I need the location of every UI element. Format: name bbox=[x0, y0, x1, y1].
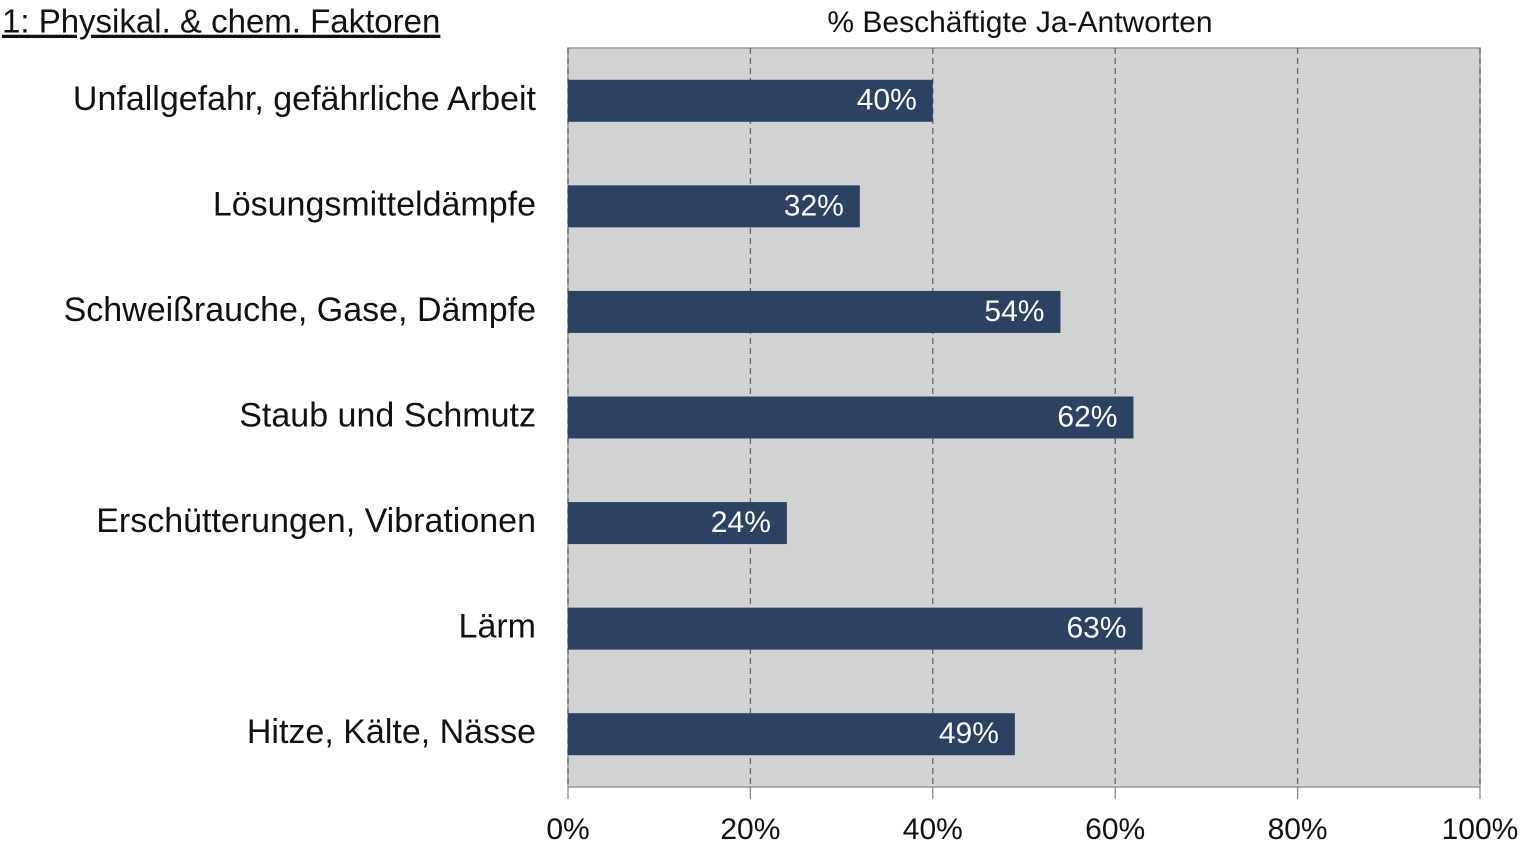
x-tick-label: 40% bbox=[903, 813, 963, 844]
y-tick-label: Lärm bbox=[459, 608, 536, 646]
chart-title: 1: Physikal. & chem. Faktoren bbox=[2, 3, 440, 40]
data-label: 32% bbox=[784, 189, 844, 222]
x-tick-label: 60% bbox=[1085, 813, 1145, 844]
x-tick-label: 0% bbox=[546, 813, 589, 844]
data-label: 54% bbox=[984, 295, 1044, 328]
bar bbox=[568, 290, 1061, 333]
x-tick-label: 20% bbox=[720, 813, 780, 844]
data-label: 24% bbox=[711, 506, 771, 539]
bar bbox=[568, 502, 787, 545]
bar bbox=[568, 713, 1015, 756]
data-label: 63% bbox=[1067, 612, 1127, 645]
x-tick-label: 80% bbox=[1268, 813, 1328, 844]
y-tick-label: Unfallgefahr, gefährliche Arbeit bbox=[73, 80, 537, 118]
data-label: 62% bbox=[1057, 400, 1117, 433]
x-tick-label: 100% bbox=[1442, 813, 1519, 844]
bar bbox=[568, 79, 933, 122]
axis-title: % Beschäftigte Ja-Antworten bbox=[827, 6, 1212, 39]
y-tick-label: Schweißrauche, Gase, Dämpfe bbox=[64, 291, 536, 329]
bar bbox=[568, 185, 860, 228]
y-tick-label: Lösungsmitteldämpfe bbox=[213, 185, 536, 223]
bar bbox=[568, 396, 1134, 439]
data-label: 49% bbox=[939, 717, 999, 750]
y-tick-label: Erschütterungen, Vibrationen bbox=[96, 502, 536, 540]
data-label: 40% bbox=[857, 84, 917, 117]
bar bbox=[568, 607, 1143, 650]
y-tick-label: Staub und Schmutz bbox=[239, 396, 536, 434]
y-tick-label: Hitze, Kälte, Nässe bbox=[247, 713, 536, 751]
